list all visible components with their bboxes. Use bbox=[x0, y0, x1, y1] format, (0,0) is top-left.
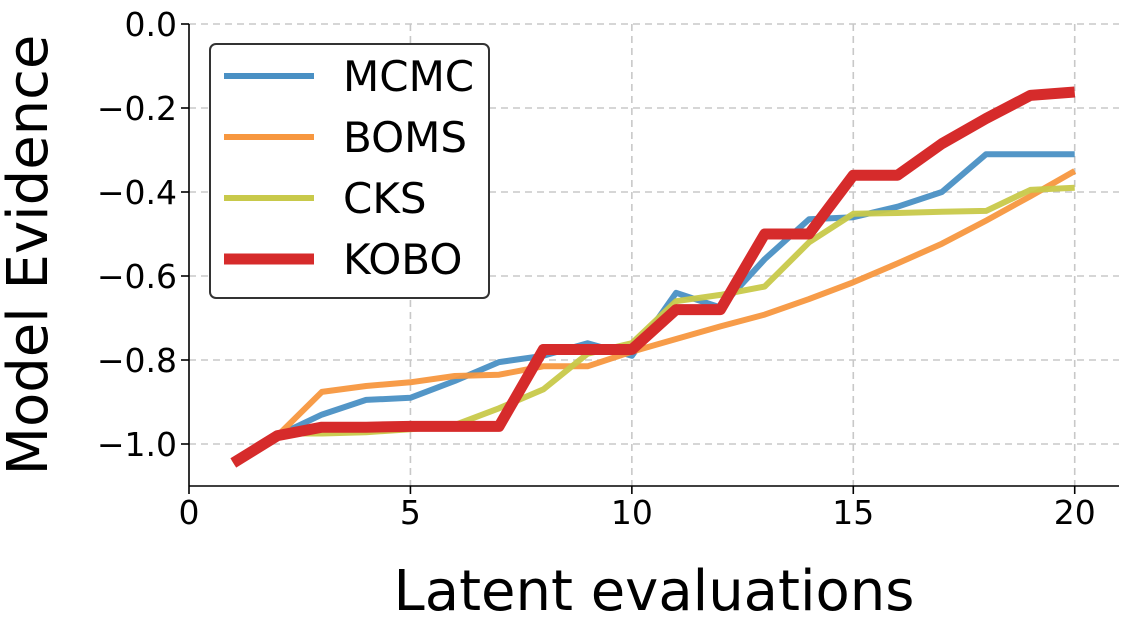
y-tick-label: −0.4 bbox=[97, 173, 177, 212]
x-tick-label: 15 bbox=[832, 493, 874, 532]
y-tick-label: 0.0 bbox=[125, 5, 177, 44]
x-axis-title: Latent evaluations bbox=[394, 559, 915, 624]
y-tick-label: −0.2 bbox=[97, 89, 177, 128]
x-tick-label: 0 bbox=[179, 493, 200, 532]
y-tick-label: −0.6 bbox=[97, 257, 177, 296]
y-tick-label: −1.0 bbox=[97, 425, 177, 464]
legend-entries: MCMC BOMS CKS KOBO bbox=[224, 52, 474, 284]
legend-label-kobo: KOBO bbox=[343, 235, 462, 284]
x-tick-label: 20 bbox=[1054, 493, 1096, 532]
legend-label-cks: CKS bbox=[343, 174, 427, 223]
legend-label-boms: BOMS bbox=[343, 113, 467, 162]
legend-box bbox=[209, 43, 490, 299]
x-tick-label: 5 bbox=[400, 493, 421, 532]
legend: MCMC BOMS CKS KOBO bbox=[209, 43, 490, 299]
y-tick-label: −0.8 bbox=[97, 341, 177, 380]
series-line-boms bbox=[231, 168, 1077, 466]
tick-layer: 0.0 −0.2 −0.4 −0.6 −0.8 −1.00 5 10 15 20 bbox=[97, 5, 1096, 532]
series-layer bbox=[230, 86, 1077, 468]
y-axis-title: Model Evidence bbox=[0, 35, 61, 476]
axes-layer bbox=[188, 24, 1119, 487]
series-line-kobo bbox=[230, 86, 1076, 468]
legend-label-mcmc: MCMC bbox=[343, 52, 474, 101]
x-tick-label: 10 bbox=[611, 493, 653, 532]
